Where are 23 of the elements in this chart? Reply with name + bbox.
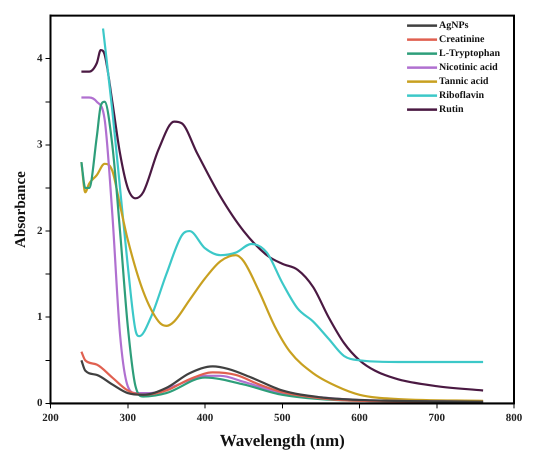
legend-label: Riboflavin xyxy=(439,90,485,102)
legend-label: Tannic acid xyxy=(439,76,489,88)
legend-label: Rutin xyxy=(439,104,464,116)
legend-label: L-Tryptophan xyxy=(439,48,500,60)
y-tick-label: 3 xyxy=(37,138,43,151)
legend-label: AgNPs xyxy=(439,20,469,32)
line-series xyxy=(80,161,484,402)
x-tick-label: 400 xyxy=(196,412,214,424)
y-axis-title: Absorbance xyxy=(12,170,29,248)
x-tick-label: 700 xyxy=(428,412,446,424)
x-axis-title: Wavelength (nm) xyxy=(220,431,345,450)
x-tick-label: 600 xyxy=(351,412,368,424)
y-tick-label: 4 xyxy=(37,52,43,65)
y-tick-label: 1 xyxy=(37,311,42,324)
y-tick-label: 0 xyxy=(37,397,43,410)
x-tick-label: 800 xyxy=(506,412,523,424)
legend-label: Nicotinic acid xyxy=(439,62,498,74)
y-tick-label: 2 xyxy=(37,224,43,237)
x-tick-label: 300 xyxy=(120,412,136,424)
x-tick-label: 200 xyxy=(42,412,60,424)
x-tick-label: 500 xyxy=(274,412,291,424)
legend-label: Creatinine xyxy=(439,34,485,46)
line-series xyxy=(80,359,484,403)
